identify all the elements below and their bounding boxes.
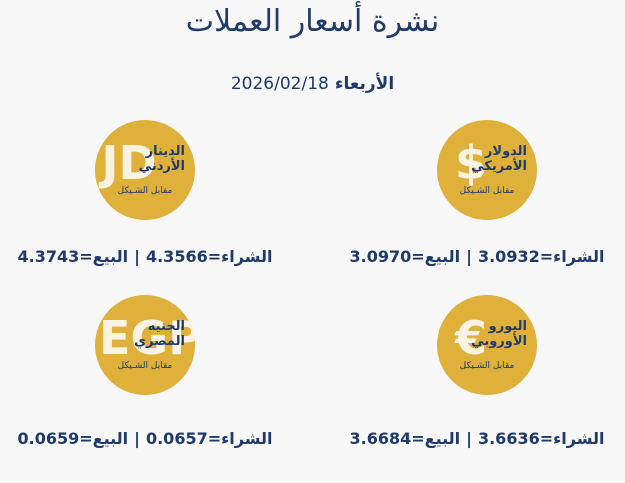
sell-value: 0.0659 <box>17 429 80 448</box>
separator: | <box>466 247 472 266</box>
buy-label: الشراء= <box>539 429 605 448</box>
title: نشرة أسعار العملات <box>185 4 440 39</box>
buy-value: 4.3566 <box>145 247 208 266</box>
buy-label: الشراء= <box>207 429 273 448</box>
day: الأربعاء <box>334 74 395 94</box>
rate-line: الشراء= 4.3566 | البيع= 4.3743 <box>0 247 295 266</box>
currency-badge: $ الدولار الأمريكي مقابل الشـيكل <box>437 120 537 220</box>
rate-line: الشراء= 3.0932 | البيع= 3.0970 <box>327 247 625 266</box>
currency-name: المصري <box>134 334 185 349</box>
separator: | <box>134 429 140 448</box>
currency-name: اليورو <box>488 319 527 334</box>
date-line: الأربعاء 2026/02/18 <box>0 74 625 94</box>
sell-value: 3.0970 <box>349 247 412 266</box>
currency-symbol: $ <box>454 136 487 190</box>
rate-line: الشراء= 0.0657 | البيع= 0.0659 <box>0 429 295 448</box>
sell-value: 3.6684 <box>349 429 412 448</box>
buy-value: 3.0932 <box>477 247 540 266</box>
buy-label: الشراء= <box>539 247 605 266</box>
currency-name: الدولار <box>484 144 527 159</box>
sell-label: البيع= <box>79 247 129 266</box>
separator: | <box>466 429 472 448</box>
sell-label: البيع= <box>411 429 461 448</box>
currency-name: الأوروبي <box>471 334 527 349</box>
currency-badge: JD الدينار الأردني مقابل الشـيكل <box>95 120 195 220</box>
currency-name: الأردني <box>138 159 185 174</box>
currency-subtitle: مقابل الشـيكل <box>459 186 515 196</box>
currency-badge: € اليورو الأوروبي مقابل الشـيكل <box>437 295 537 395</box>
currency-symbol: € <box>454 311 487 365</box>
buy-value: 3.6636 <box>477 429 540 448</box>
sell-label: البيع= <box>411 247 461 266</box>
buy-label: الشراء= <box>207 247 273 266</box>
currency-subtitle: مقابل الشـيكل <box>459 361 515 371</box>
currency-name: الأمريكي <box>471 159 527 174</box>
sell-value: 4.3743 <box>17 247 80 266</box>
currency-name: الجنيه <box>147 319 185 334</box>
buy-value: 0.0657 <box>145 429 208 448</box>
currency-subtitle: مقابل الشـيكل <box>117 361 173 371</box>
currency-badge: EGP الجنيه المصري مقابل الشـيكل <box>95 295 195 395</box>
rate-line: الشراء= 3.6636 | البيع= 3.6684 <box>327 429 625 448</box>
currency-symbol: JD <box>101 136 157 190</box>
date: 2026/02/18 <box>230 74 329 94</box>
sell-label: البيع= <box>79 429 129 448</box>
currency-name: الدينار <box>145 144 185 159</box>
currency-subtitle: مقابل الشـيكل <box>117 186 173 196</box>
separator: | <box>134 247 140 266</box>
